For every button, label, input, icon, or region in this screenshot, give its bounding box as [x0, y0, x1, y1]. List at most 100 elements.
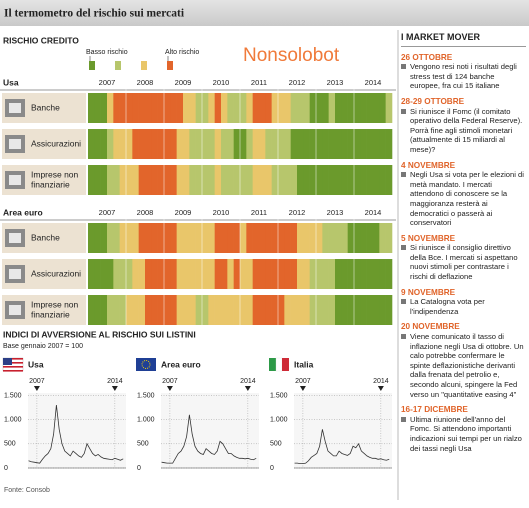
risk-stripe [88, 129, 95, 159]
risk-stripe [303, 295, 310, 325]
event-text: Negli Usa si vota per le elezioni di met… [401, 170, 526, 228]
risk-stripe [227, 129, 234, 159]
flag-stripe [3, 358, 23, 360]
risk-stripe [170, 259, 177, 289]
risk-stripe [183, 295, 190, 325]
risk-stripe [208, 129, 215, 159]
x-tick-marker [244, 386, 251, 391]
flag [269, 358, 276, 371]
y-tick-label: 500 [270, 441, 282, 448]
risk-stripe [335, 129, 342, 159]
risk-stripe [119, 129, 127, 159]
risk-stripe [259, 93, 266, 123]
risk-stripe [183, 223, 190, 253]
risk-stripe [379, 165, 386, 195]
risk-stripe [322, 129, 329, 159]
risk-stripe [246, 129, 253, 159]
risk-stripe [290, 129, 298, 159]
risk-stripe [126, 295, 133, 325]
section-title: RISCHIO CREDITO [3, 35, 79, 45]
row-label: Assicurazioni [31, 138, 81, 148]
title-bar [0, 0, 529, 26]
risk-stripe [100, 259, 108, 289]
risk-stripe [157, 93, 165, 123]
region-name: Usa [3, 77, 19, 87]
event-date: 28-29 OTTOBRE [401, 96, 465, 106]
risk-stripe [240, 295, 247, 325]
row-label: Banche [31, 232, 60, 242]
x-tick-label: 2007 [295, 378, 311, 385]
risk-stripe [221, 165, 228, 195]
risk-stripe [379, 129, 386, 159]
risk-stripe [328, 93, 336, 123]
risk-stripe [151, 223, 158, 253]
row-icon [5, 301, 25, 319]
risk-stripe [297, 295, 304, 325]
year-label: 2010 [213, 78, 230, 87]
row-icon [5, 229, 25, 247]
risk-stripe [126, 129, 133, 159]
risk-stripe [366, 259, 374, 289]
risk-stripe [151, 259, 158, 289]
risk-stripe [183, 165, 190, 195]
y-tick-label: 0 [4, 465, 8, 472]
risk-stripe [328, 259, 336, 289]
y-tick-label: 1.000 [4, 416, 22, 423]
risk-stripe [341, 223, 348, 253]
flag-icon [269, 357, 289, 372]
risk-stripe [113, 259, 120, 289]
risk-stripe [303, 129, 310, 159]
risk-stripe [183, 93, 190, 123]
x-tick-label: 2007 [162, 378, 178, 385]
risk-stripe [88, 93, 95, 123]
risk-stripe [176, 223, 184, 253]
flag [136, 358, 156, 371]
risk-stripe [164, 165, 171, 195]
risk-stripe [151, 129, 158, 159]
risk-stripe [259, 259, 266, 289]
risk-stripe [385, 223, 393, 253]
market-mover: I MARKET MOVER 26 OTTOBRE Vengono resi no… [401, 32, 526, 453]
risk-stripe [227, 295, 234, 325]
risk-stripe [170, 129, 177, 159]
year-label: 2009 [175, 78, 192, 87]
risk-stripe [341, 129, 348, 159]
risk-stripe [227, 165, 234, 195]
year-label: 2014 [365, 78, 382, 87]
risk-stripe [252, 93, 260, 123]
risk-stripe [100, 129, 108, 159]
risk-stripe [246, 165, 253, 195]
risk-stripe [373, 165, 380, 195]
risk-stripe [316, 223, 323, 253]
year-label: 2010 [213, 208, 230, 217]
risk-stripe [265, 223, 272, 253]
event-date: 9 NOVEMBRE [401, 287, 456, 297]
index-line [161, 414, 257, 464]
risk-stripe [265, 165, 272, 195]
risk-stripe [335, 165, 342, 195]
row-label: finanziarie [31, 179, 70, 189]
risk-stripe [322, 223, 329, 253]
risk-stripe [107, 165, 114, 195]
risk-stripe [107, 93, 114, 123]
row-label: finanziarie [31, 309, 70, 319]
risk-stripe [151, 295, 158, 325]
risk-stripe [164, 295, 171, 325]
risk-stripe [297, 165, 304, 195]
risk-stripe [113, 165, 120, 195]
risk-stripe [278, 223, 285, 253]
risk-stripe [278, 165, 285, 195]
risk-stripe [94, 295, 101, 325]
risk-stripe [132, 129, 139, 159]
risk-stripe [252, 165, 260, 195]
risk-stripe [240, 129, 247, 159]
risk-stripe [240, 259, 247, 289]
row-icon [5, 171, 25, 189]
risk-stripe [354, 93, 361, 123]
risk-stripe [164, 259, 171, 289]
risk-stripe [271, 93, 279, 123]
risk-stripe [366, 93, 374, 123]
risk-stripe [246, 93, 253, 123]
year-label: 2013 [327, 208, 344, 217]
